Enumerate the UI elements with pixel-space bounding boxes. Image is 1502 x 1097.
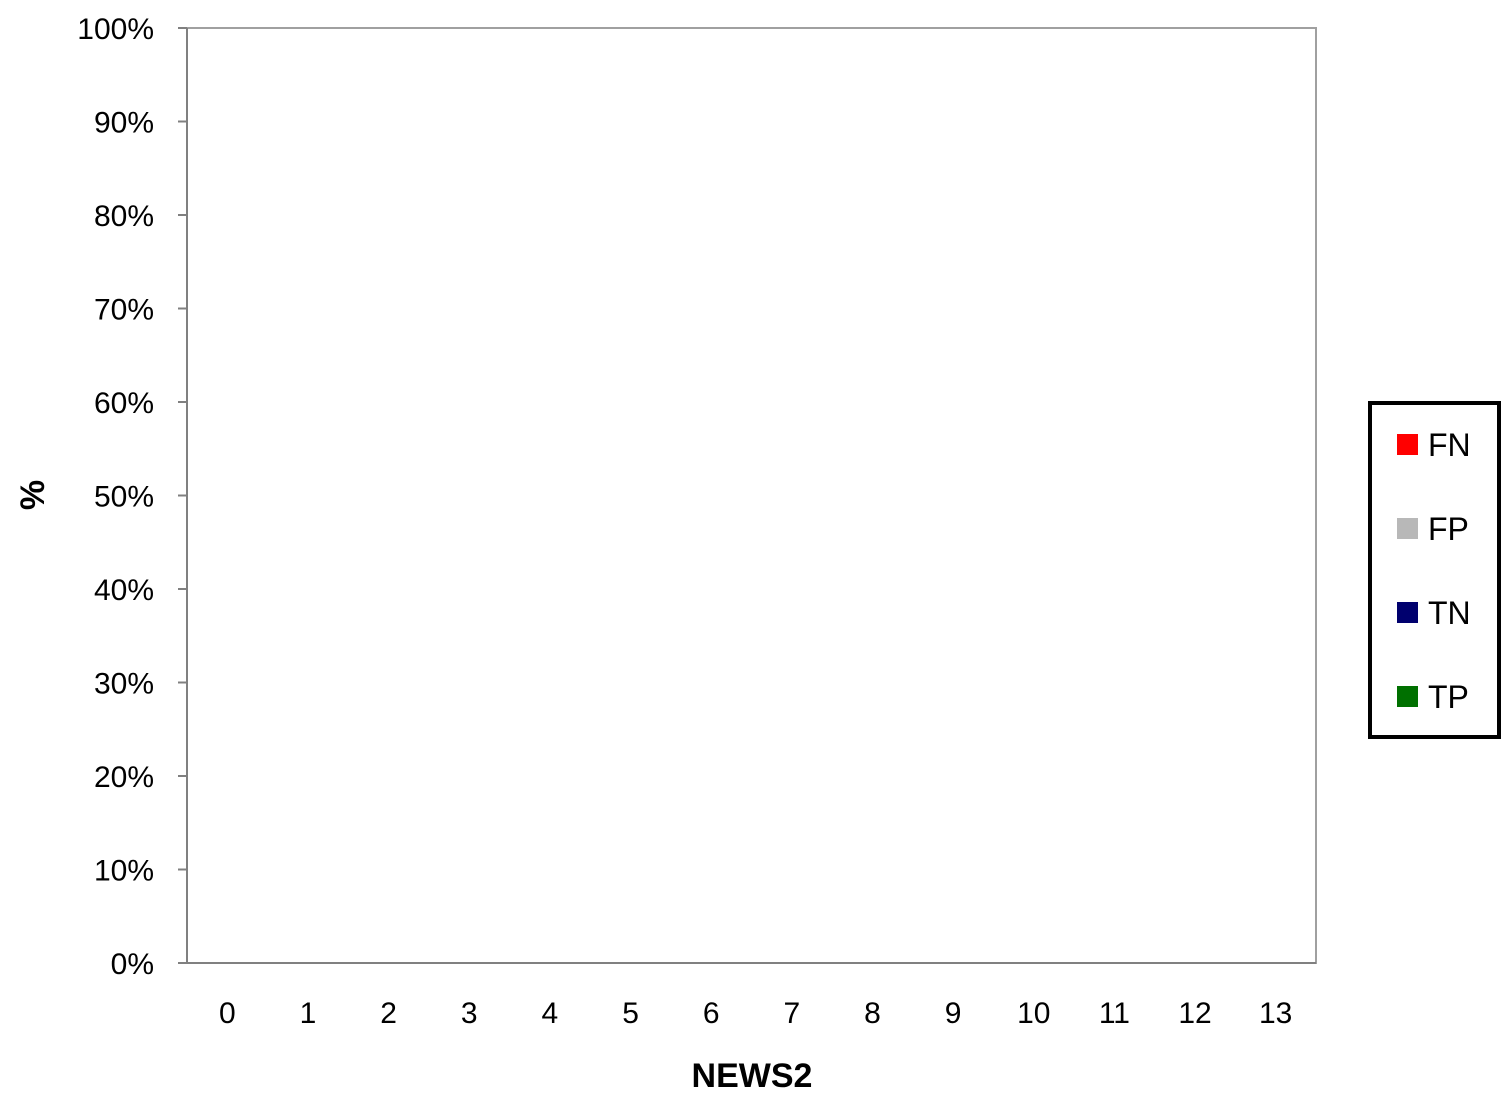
x-tick-label: 0	[219, 997, 236, 1030]
y-tick-label: 60%	[94, 387, 154, 420]
x-tick-label: 1	[300, 997, 317, 1030]
y-tick-label: 80%	[94, 200, 154, 233]
y-tick-label: 40%	[94, 574, 154, 607]
y-tick-label: 10%	[94, 855, 154, 888]
x-tick-label: 12	[1178, 997, 1211, 1030]
x-tick-label: 13	[1259, 997, 1292, 1030]
legend-label-tp: TP	[1428, 679, 1469, 715]
legend-swatch-fn	[1397, 434, 1418, 455]
x-tick-label: 9	[945, 997, 962, 1030]
legend-label-fp: FP	[1428, 511, 1469, 547]
legend-swatch-tp	[1397, 686, 1418, 707]
legend-swatch-fp	[1397, 518, 1418, 539]
y-tick-label: 30%	[94, 668, 154, 701]
x-tick-label: 8	[864, 997, 881, 1030]
legend-label-tn: TN	[1428, 595, 1471, 631]
x-tick-label: 7	[783, 997, 800, 1030]
x-axis-title: NEWS2	[692, 1057, 813, 1092]
x-tick-label: 11	[1099, 997, 1130, 1030]
legend-label-fn: FN	[1428, 427, 1471, 463]
x-tick-label: 2	[380, 997, 397, 1030]
axes-layer: 0 1 2 3 4 5 6 7 8 9 10 11 12 130%10%20%30%40%50%60%70…	[77, 13, 1317, 1030]
legend-swatch-tn	[1397, 602, 1418, 623]
x-tick-label: 4	[542, 997, 559, 1030]
x-tick-label: 10	[1017, 997, 1050, 1030]
y-tick-label: 90%	[94, 107, 154, 140]
y-tick-label: 70%	[94, 294, 154, 327]
x-tick-label: 5	[622, 997, 639, 1030]
x-tick-label: 3	[461, 997, 478, 1030]
y-tick-label: 50%	[94, 481, 154, 514]
plot-area	[186, 27, 1317, 964]
legend-box	[1368, 401, 1501, 739]
y-axis-title: %	[14, 480, 52, 510]
y-tick-label: 20%	[94, 761, 154, 794]
legend: FN FP TN TP	[1368, 401, 1501, 739]
y-tick-label: 100%	[77, 13, 154, 46]
x-tick-label: 6	[703, 997, 720, 1030]
y-tick-label: 0%	[111, 948, 154, 981]
